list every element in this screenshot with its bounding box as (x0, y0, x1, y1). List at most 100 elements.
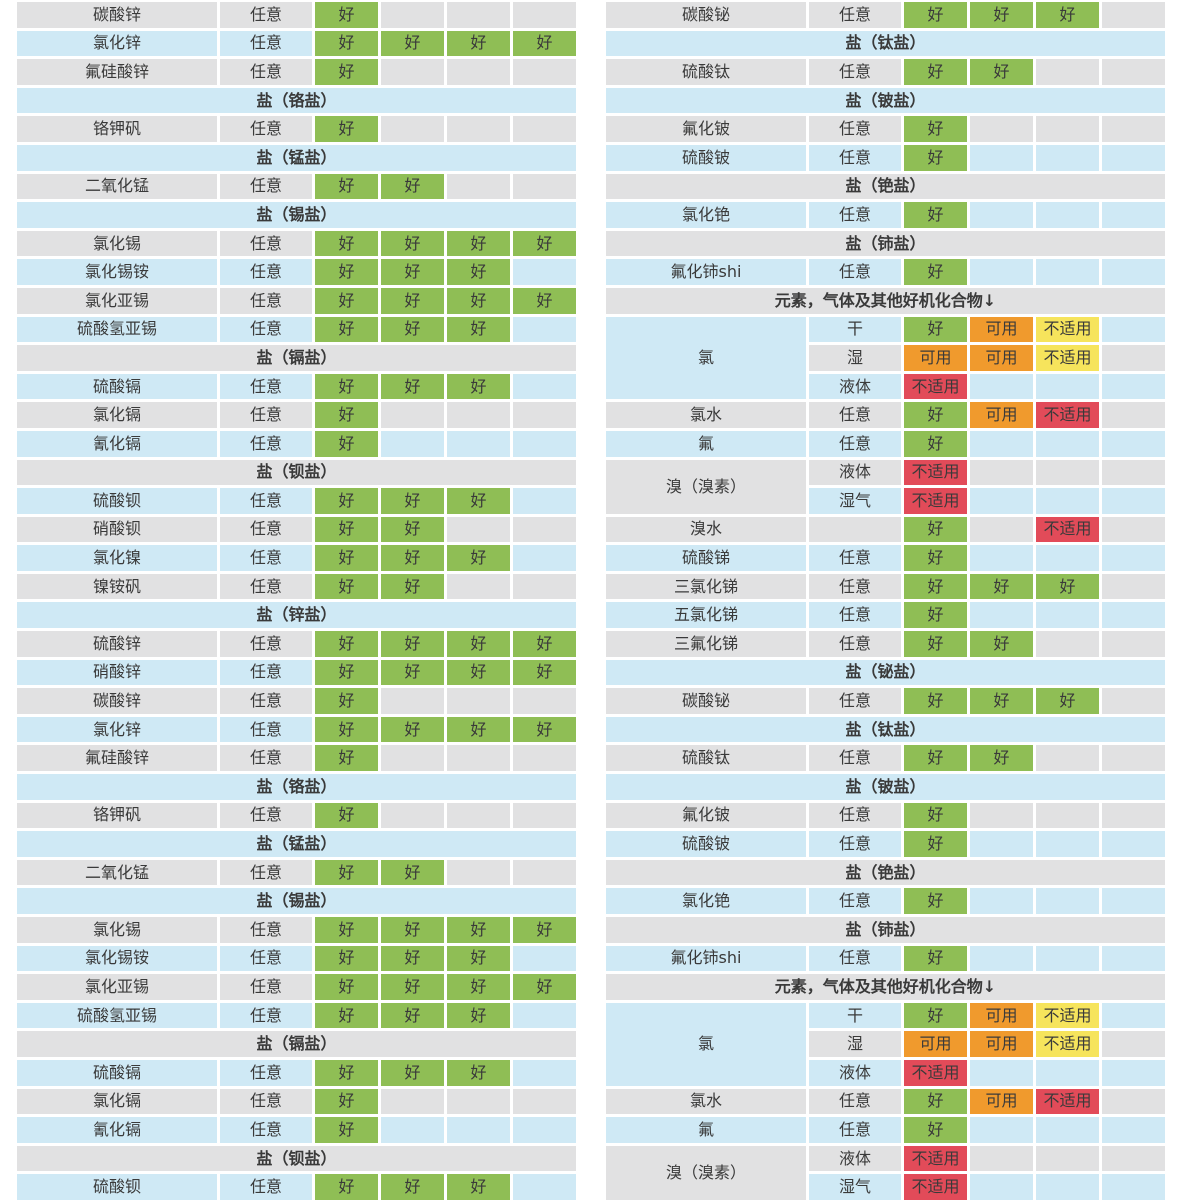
rating-cell: 好 (315, 316, 378, 343)
rating-cell-empty (447, 173, 510, 200)
rating-cell-empty (970, 488, 1033, 514)
condition-cell: 任意 (220, 287, 312, 314)
rating-cell-empty (1102, 831, 1165, 857)
chemical-row: 碳酸锌 任意好 (17, 2, 576, 28)
rating-cell-empty (1036, 1145, 1099, 1172)
rating-cell-empty (447, 430, 510, 457)
condition-cell: 任意 (809, 802, 901, 829)
condition-cell: 任意 (220, 373, 312, 400)
rating-cell-empty (381, 59, 444, 85)
rating-cell: 好 (315, 230, 378, 257)
rating-cell-empty (1036, 259, 1099, 285)
rating-cell-empty (513, 516, 576, 543)
rating-cell-empty (1102, 459, 1165, 486)
section-header-cell: 盐（铬盐） (17, 774, 576, 800)
rating-cell: 好 (447, 716, 510, 743)
condition-cell: 任意 (809, 831, 901, 857)
condition-cell: 湿 (809, 345, 901, 371)
rating-cell-empty (513, 1002, 576, 1029)
rating-cell: 好 (315, 516, 378, 543)
rating-cell: 好 (315, 488, 378, 514)
chemical-name-cell: 硫酸镉 (17, 1059, 217, 1086)
chemical-row: 氯化亚锡 任意好好好好 (17, 974, 576, 1000)
chemical-name-cell: 五氯化锑 (606, 602, 806, 629)
rating-cell-empty (970, 831, 1033, 857)
section-header-cell: 盐（钡盐） (17, 1145, 576, 1172)
rating-cell: 好 (315, 716, 378, 743)
condition-cell: 任意 (220, 917, 312, 943)
chemical-name-cell: 硫酸钡 (17, 1174, 217, 1200)
chemical-row: 氯干好可用 不适用 (606, 1002, 1165, 1086)
rating-cell: 好 (513, 631, 576, 657)
chemical-name-cell: 硫酸钛 (606, 745, 806, 772)
chemical-name-cell: 氯化镉 (17, 402, 217, 428)
section-header-cell: 盐（铬盐） (17, 87, 576, 114)
rating-cell-empty (970, 802, 1033, 829)
rating-cell-empty (970, 430, 1033, 457)
condition-cell: 任意 (220, 631, 312, 657)
condition-cell: 任意 (220, 1002, 312, 1029)
section-header-cell: 盐（铍盐） (606, 87, 1165, 114)
section-header-row: 盐（镉盐） (17, 1031, 576, 1057)
rating-cell: 好 (381, 573, 444, 600)
chemical-row: 硝酸锌 任意好好好好 (17, 659, 576, 686)
chemical-name-cell: 氯化亚锡 (17, 287, 217, 314)
section-header-row: 盐（铯盐） (606, 173, 1165, 200)
rating-cell: 不适用 (904, 1145, 967, 1172)
rating-cell: 不适用 (1036, 1031, 1099, 1057)
rating-cell-empty (970, 1174, 1033, 1200)
chemical-row: 溴（溴素） 液体 不适用 (606, 459, 1165, 514)
rating-cell-empty (1102, 602, 1165, 629)
rating-cell: 不适用 (904, 1059, 967, 1086)
chemical-row: 硫酸镉 任意好好好 (17, 373, 576, 400)
condition-cell: 干 (809, 316, 901, 343)
rating-cell: 好 (904, 631, 967, 657)
rating-cell: 好 (513, 230, 576, 257)
rating-cell-empty (447, 573, 510, 600)
rating-cell: 好 (447, 631, 510, 657)
rating-cell-empty (1102, 688, 1165, 714)
rating-cell: 好 (1036, 573, 1099, 600)
rating-cell-empty (1102, 1145, 1165, 1172)
chemical-name-cell: 硫酸钛 (606, 59, 806, 85)
chemical-name-cell: 氯 (606, 316, 806, 400)
rating-cell-empty (970, 602, 1033, 629)
rating-cell-empty (381, 116, 444, 142)
rating-cell: 好 (315, 1002, 378, 1029)
chemical-row: 氰化镉 任意好 (17, 1117, 576, 1143)
rating-cell-empty (970, 888, 1033, 914)
rating-cell-empty (1036, 202, 1099, 228)
chemical-name-cell: 氯化镉 (17, 1088, 217, 1115)
rating-cell-empty (1102, 345, 1165, 371)
chemical-name-cell: 硫酸铍 (606, 831, 806, 857)
chemical-row: 氯化锡 任意好好好好 (17, 917, 576, 943)
condition-cell: 任意 (809, 144, 901, 171)
rating-cell: 好 (904, 316, 967, 343)
condition-cell: 任意 (809, 945, 901, 972)
rating-cell: 好 (315, 545, 378, 571)
rating-cell-empty (381, 402, 444, 428)
condition-cell: 任意 (220, 30, 312, 57)
rating-cell: 好 (513, 716, 576, 743)
chemical-name-cell: 铬钾矾 (17, 116, 217, 142)
condition-cell: 任意 (220, 688, 312, 714)
chemical-name-cell: 二氧化锰 (17, 859, 217, 886)
condition-cell: 任意 (809, 745, 901, 772)
rating-cell: 好 (447, 287, 510, 314)
chemical-row: 硫酸钛 任意好好 (606, 745, 1165, 772)
rating-cell-empty (1102, 59, 1165, 85)
compat-table-left: 碳酸锌 任意好氯化锌 任意好好好好氟硅酸锌 任意好盐（铬盐） 铬钾矾 任意好盐（锰盐） 二氧… (14, 0, 579, 1203)
rating-cell-empty (1102, 631, 1165, 657)
chemical-row: 碳酸锌 任意好 (17, 688, 576, 714)
rating-cell: 好 (904, 430, 967, 457)
rating-cell: 可用 (970, 345, 1033, 371)
rating-cell-empty (513, 802, 576, 829)
rating-cell-empty (1036, 430, 1099, 457)
rating-cell: 好 (381, 230, 444, 257)
condition-cell: 任意 (809, 1088, 901, 1115)
compat-table-right: 碳酸铋 任意好好好盐（钛盐） 硫酸钛 任意好好盐（铍盐） 氟化铍 任意好硫酸铍 任意好盐（铯… (603, 0, 1168, 1203)
rating-cell: 好 (513, 287, 576, 314)
rating-cell: 不适用 (904, 373, 967, 400)
rating-cell-empty (1102, 259, 1165, 285)
chemical-name-cell: 氟化铍 (606, 116, 806, 142)
